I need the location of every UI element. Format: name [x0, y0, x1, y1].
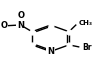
Text: N: N	[47, 47, 54, 56]
Text: O: O	[18, 11, 25, 20]
Text: O: O	[0, 21, 7, 30]
Text: Br: Br	[83, 43, 92, 52]
Text: N: N	[17, 21, 24, 30]
Text: CH₃: CH₃	[79, 20, 93, 26]
